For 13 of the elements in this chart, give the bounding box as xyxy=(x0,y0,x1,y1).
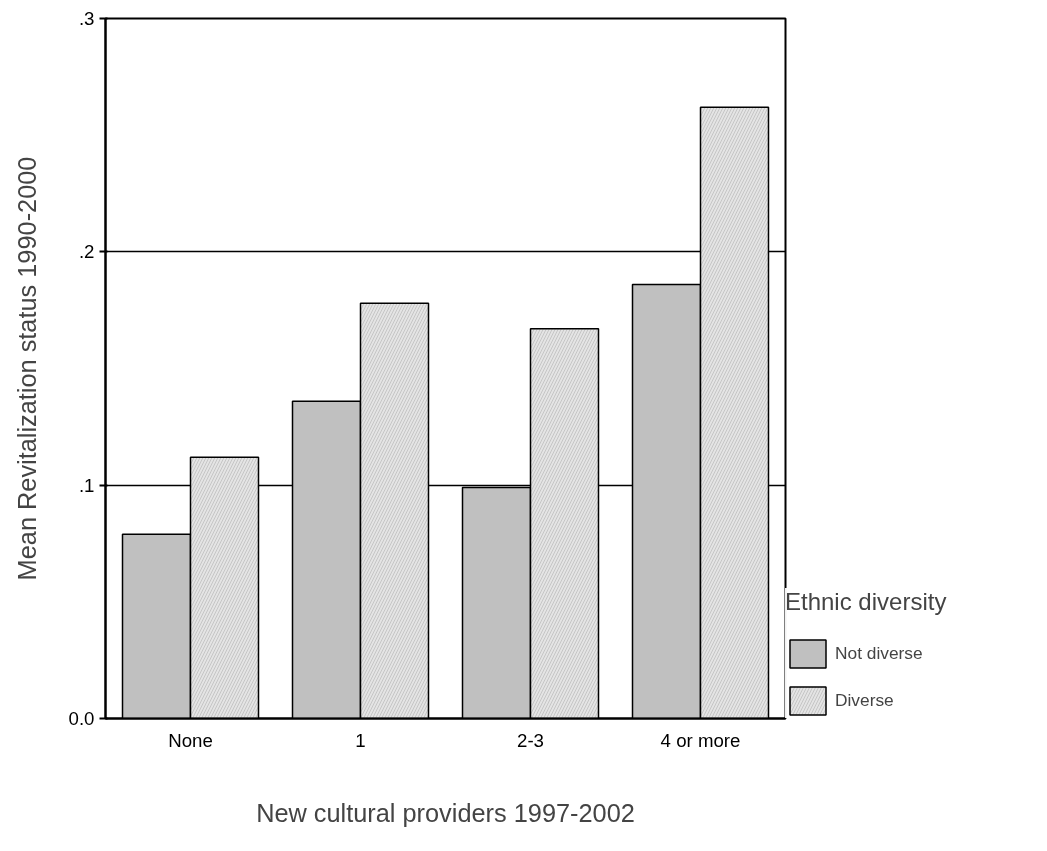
x-tick-label: 2-3 xyxy=(517,729,544,751)
x-tick-label: None xyxy=(168,729,213,751)
legend-label: Diverse xyxy=(835,690,894,711)
legend-label: Not diverse xyxy=(835,643,923,664)
legend-title: Ethnic diversity xyxy=(785,588,947,616)
x-tick-label: 4 or more xyxy=(660,729,741,751)
y-tick-label: 0.0 xyxy=(68,708,95,729)
y-tick-label: .1 xyxy=(78,474,95,496)
y-tick-label: .3 xyxy=(78,8,95,29)
y-axis-title: Mean Revitalization status 1990-2000 xyxy=(12,156,41,581)
x-tick-label: 1 xyxy=(355,729,366,751)
y-tick-label: .2 xyxy=(78,241,95,263)
x-axis-title: New cultural providers 1997-2002 xyxy=(256,798,635,827)
